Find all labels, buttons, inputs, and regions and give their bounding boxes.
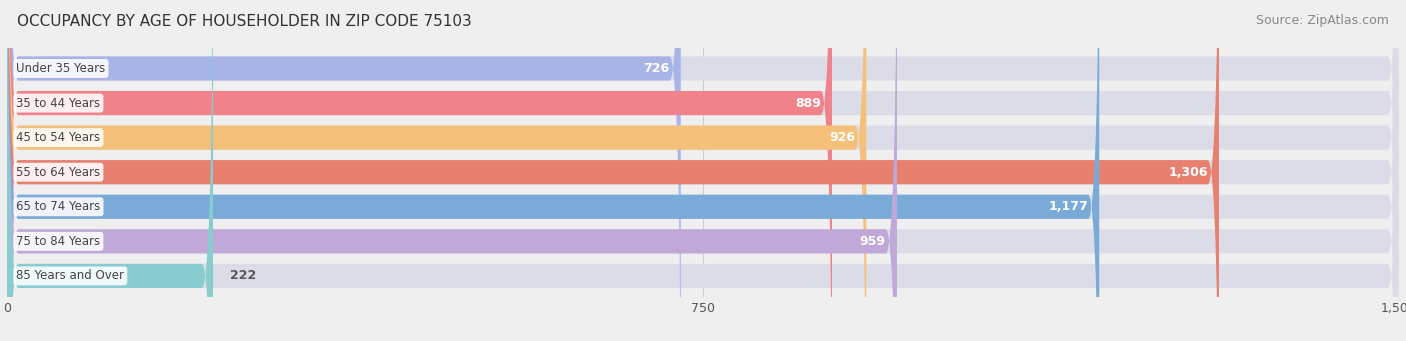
Text: 45 to 54 Years: 45 to 54 Years — [17, 131, 100, 144]
FancyBboxPatch shape — [7, 0, 1099, 341]
FancyBboxPatch shape — [7, 0, 832, 341]
Text: 926: 926 — [830, 131, 855, 144]
Text: 222: 222 — [229, 269, 256, 282]
Text: 55 to 64 Years: 55 to 64 Years — [17, 166, 100, 179]
FancyBboxPatch shape — [7, 0, 681, 341]
FancyBboxPatch shape — [7, 0, 214, 341]
Text: 889: 889 — [794, 97, 821, 109]
FancyBboxPatch shape — [7, 0, 1219, 341]
FancyBboxPatch shape — [7, 0, 866, 341]
FancyBboxPatch shape — [7, 0, 1399, 341]
Text: 35 to 44 Years: 35 to 44 Years — [17, 97, 100, 109]
FancyBboxPatch shape — [7, 0, 897, 341]
FancyBboxPatch shape — [7, 0, 1399, 341]
Text: 1,306: 1,306 — [1168, 166, 1208, 179]
FancyBboxPatch shape — [7, 0, 1399, 341]
Text: Source: ZipAtlas.com: Source: ZipAtlas.com — [1256, 14, 1389, 27]
FancyBboxPatch shape — [7, 0, 1399, 341]
Text: 1,177: 1,177 — [1049, 200, 1088, 213]
FancyBboxPatch shape — [7, 0, 1399, 341]
Text: 959: 959 — [860, 235, 886, 248]
Text: 85 Years and Over: 85 Years and Over — [17, 269, 124, 282]
FancyBboxPatch shape — [7, 0, 1399, 341]
Text: 726: 726 — [644, 62, 669, 75]
Text: OCCUPANCY BY AGE OF HOUSEHOLDER IN ZIP CODE 75103: OCCUPANCY BY AGE OF HOUSEHOLDER IN ZIP C… — [17, 14, 471, 29]
Text: 65 to 74 Years: 65 to 74 Years — [17, 200, 101, 213]
FancyBboxPatch shape — [7, 0, 1399, 341]
Text: 75 to 84 Years: 75 to 84 Years — [17, 235, 100, 248]
Text: Under 35 Years: Under 35 Years — [17, 62, 105, 75]
